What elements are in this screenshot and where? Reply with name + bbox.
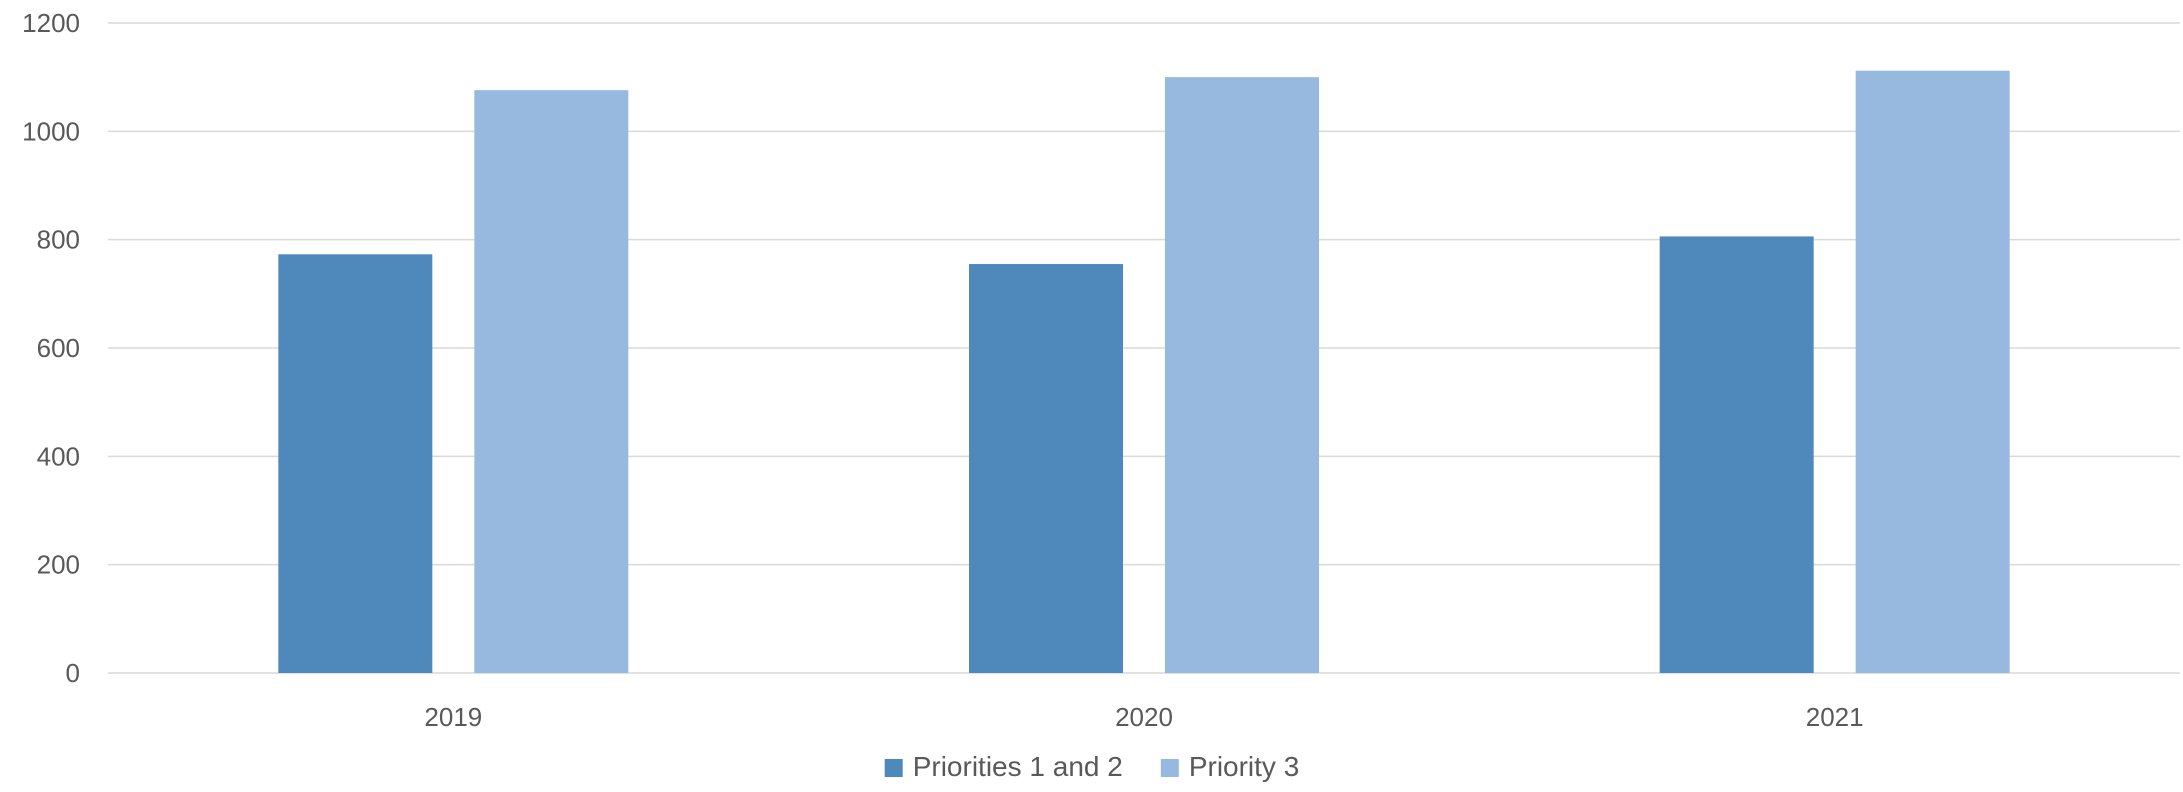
bar-2021-series-2 — [1855, 70, 2010, 673]
y-tick-label: 0 — [66, 658, 80, 688]
bar-2019-series-1 — [278, 254, 433, 673]
gridlines — [108, 22, 2180, 674]
bars — [278, 70, 2010, 673]
legend: Priorities 1 and 2 Priority 3 — [884, 751, 1299, 782]
legend-label-series-1: Priorities 1 and 2 — [913, 751, 1123, 782]
bar-2021-series-1 — [1659, 236, 1814, 673]
y-tick-label: 200 — [37, 550, 80, 580]
legend-swatch-series-1 — [884, 759, 903, 777]
legend-label-series-2: Priority 3 — [1189, 751, 1299, 782]
bar-2020-series-2 — [1165, 77, 1319, 673]
bar-2019-series-2 — [474, 90, 629, 673]
y-axis-tick-labels: 0 200 400 600 800 1000 1200 — [22, 8, 80, 688]
y-tick-label: 400 — [37, 441, 80, 471]
y-tick-label: 600 — [37, 333, 80, 363]
x-axis-tick-labels: 2019 2020 2021 — [424, 702, 1863, 732]
x-tick-label: 2019 — [424, 702, 482, 732]
x-tick-label: 2021 — [1806, 702, 1864, 732]
y-tick-label: 1200 — [22, 8, 80, 38]
y-tick-label: 800 — [37, 225, 80, 255]
legend-swatch-series-2 — [1160, 759, 1179, 777]
bar-2020-series-1 — [969, 264, 1123, 673]
y-tick-label: 1000 — [22, 116, 80, 146]
x-tick-label: 2020 — [1115, 702, 1173, 732]
